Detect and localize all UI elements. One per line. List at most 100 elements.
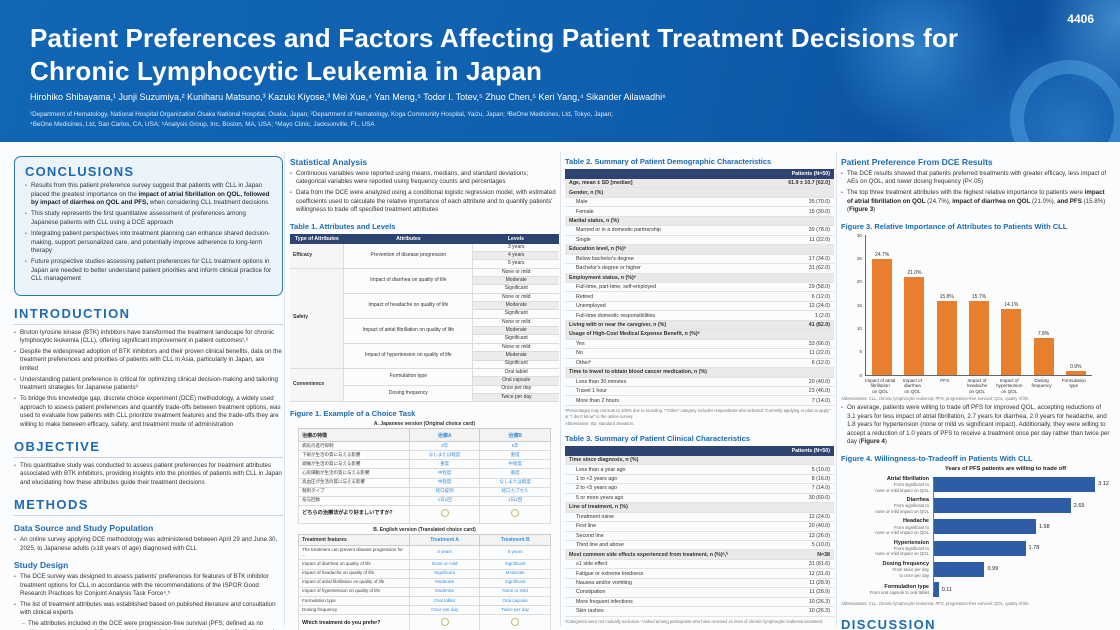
- poster-header: 4406 Patient Preferences and Factors Aff…: [0, 0, 1120, 142]
- bullet-text: Despite the widespread adoption of BTK i…: [20, 348, 282, 372]
- column-header: Treatment A: [408, 533, 481, 547]
- bullet-item: – The attributes included in the DCE were…: [22, 620, 283, 630]
- hbar-label: Diarrhea From significant to none or mild …: [841, 497, 933, 514]
- radio-cell: [408, 504, 481, 524]
- column-header: 治療A: [408, 428, 481, 443]
- row-label: Living with or near the caregiver, n (%): [565, 320, 766, 331]
- level-cell: Significant: [472, 334, 559, 344]
- row-value: [765, 273, 834, 284]
- row-value: 12 (24.0): [765, 301, 834, 312]
- table-row: Male 35 (70.0): [565, 197, 834, 208]
- bullet-text: On average, patients were willing to tra…: [847, 404, 1110, 446]
- figure1-caption-a: A. Japanese version (Original choice car…: [373, 421, 476, 428]
- x-axis-category-label: PFS: [940, 377, 950, 383]
- row-value: 11 (22.0): [765, 235, 834, 246]
- table-row: Nausea and/or vomiting 11 (28.9): [565, 578, 834, 589]
- bar-rect: [936, 300, 957, 375]
- row-label: Travel 1 hour: [565, 386, 766, 397]
- table-row: Moderate: [290, 276, 559, 286]
- table-row: Gender, n (%): [565, 187, 834, 198]
- feature-cell: 投与回数: [298, 495, 410, 506]
- feature-cell: Formulation type: [298, 595, 410, 607]
- table-row: Significant: [290, 360, 559, 369]
- row-value: [775, 502, 834, 513]
- radio-button-icon: [511, 508, 520, 517]
- hbar-track: 1.98: [933, 519, 1050, 535]
- feature-cell: 下痢が生活の質に与える影響: [298, 450, 410, 461]
- attribute-cell: Impact of atrial fibrillation on quality…: [343, 318, 474, 344]
- row-value: 23 (46.0): [765, 386, 834, 397]
- column-header: 治療の特徴: [298, 428, 410, 443]
- y-axis-tick-label: 30: [856, 232, 862, 238]
- bullet-text: An online survey applying DCE methodolog…: [20, 536, 278, 552]
- methods-heading: METHODS: [14, 497, 283, 517]
- row-label: Time since diagnosis, n (%): [565, 455, 776, 466]
- bullet-marker: •: [14, 396, 16, 403]
- attribute-sublabel: From significant to: [893, 482, 929, 488]
- y-axis-tick-label: 15: [856, 302, 862, 308]
- attribute-sublabel: From twice per day: [892, 567, 929, 573]
- hbar-track: 0.99: [933, 561, 998, 577]
- option-cell: None or mild: [479, 586, 551, 597]
- bar-rect: [872, 259, 893, 375]
- tradeoff-bullets: • On average, patients were willing to tr…: [841, 404, 1110, 446]
- attribute-name: Formulation type: [884, 583, 929, 590]
- table-row: Retired 6 (12.0): [565, 291, 834, 302]
- row-value: 30 (60.0): [775, 493, 834, 504]
- option-cell: Moderate: [408, 577, 481, 588]
- bar-value-label: 7.8%: [1037, 331, 1050, 338]
- study-design-heading: Study Design: [14, 560, 69, 571]
- x-axis-category-label: Dosing frequency: [1031, 377, 1052, 389]
- option-cell: 3年: [408, 441, 481, 452]
- option-cell: 経口錠剤: [408, 486, 481, 497]
- figure3-y-axis-label: Percent: [843, 235, 851, 376]
- row-label: Line of treatment, n (%): [565, 502, 776, 513]
- feature-cell: 高血圧が生活の質に与える影響: [298, 477, 410, 488]
- feature-cell: Impact of headache on quality of life: [298, 568, 410, 579]
- row-label: More than 2 hours: [565, 395, 766, 406]
- table-row: Time since diagnosis, n (%): [565, 455, 834, 466]
- attribute-sublabel: From significant to: [893, 546, 929, 552]
- bullet-item: • The top three treatment attributes with…: [841, 189, 1110, 214]
- bar-value-label: 24.7%: [875, 252, 890, 259]
- row-value: 7 (14.0): [775, 483, 834, 494]
- table-row: Travel 1 hour 23 (46.0): [565, 386, 834, 397]
- option-cell: 中程度: [479, 459, 551, 470]
- level-cell: Twice per day: [472, 393, 559, 403]
- row-label: Bachelor's degree or higher: [565, 263, 766, 274]
- table-row: Impact of headache on quality of life Sig…: [298, 568, 551, 579]
- x-axis-category-label: Impact of atrial fibrillation on QOL: [865, 377, 896, 394]
- bullet-item: • The list of treatment attributes was es…: [14, 601, 283, 618]
- bullet-item: • On average, patients were willing to tr…: [841, 404, 1110, 446]
- discussion-heading: DISCUSSION: [841, 617, 1110, 630]
- row-value: 12 (24.0): [775, 512, 834, 523]
- attribute-cell: Impact of diarrhea on quality of life: [343, 268, 474, 294]
- table-row: Second line 13 (26.0): [565, 531, 834, 541]
- bullet-text: The list of treatment attributes was est…: [20, 600, 276, 617]
- x-axis-category-label: Impact of hypertension on QOL: [996, 377, 1023, 394]
- table-row: Married or in a domestic partnership 39 (…: [565, 225, 834, 236]
- bar: 0.9%: [1065, 364, 1086, 375]
- row-label: Less than a year ago: [565, 464, 776, 475]
- table-row: Significant: [290, 309, 559, 319]
- bullet-marker: •: [25, 259, 27, 266]
- option-cell: なしまたは軽度: [408, 450, 481, 461]
- table-row: 5 years: [290, 259, 559, 269]
- column-analysis-figures: Statistical Analysis • Continuous variabl…: [290, 148, 559, 630]
- table-row: Twice per day: [290, 393, 559, 403]
- table3-footnote: ᵃCategories were not mutually exclusive.…: [565, 618, 824, 624]
- attribute-sublabel: to once per day: [899, 572, 929, 578]
- row-value: 5 (10.0): [775, 464, 834, 475]
- table-row: Impact of diarrhea on quality of life Non…: [298, 559, 551, 570]
- bar-value-label: 2.65: [1073, 502, 1085, 509]
- attribute-cell: Dosing frequency: [343, 385, 474, 403]
- bullet-text: This study represents the first quantita…: [31, 210, 246, 226]
- table-row: Fatigue or extreme tiredness 12 (31.6): [565, 568, 834, 579]
- figure4-bar-chart: Years of PFS patients are willing to tra…: [841, 466, 1110, 598]
- column-header: [565, 169, 766, 179]
- table-row: Most common side effects experienced fro…: [565, 549, 834, 560]
- row-label: Skin rashes: [565, 606, 776, 617]
- row-label: First line: [565, 521, 776, 532]
- row-label: Nausea and/or vomiting: [565, 578, 776, 589]
- hbar-track: 1.78: [933, 540, 1039, 556]
